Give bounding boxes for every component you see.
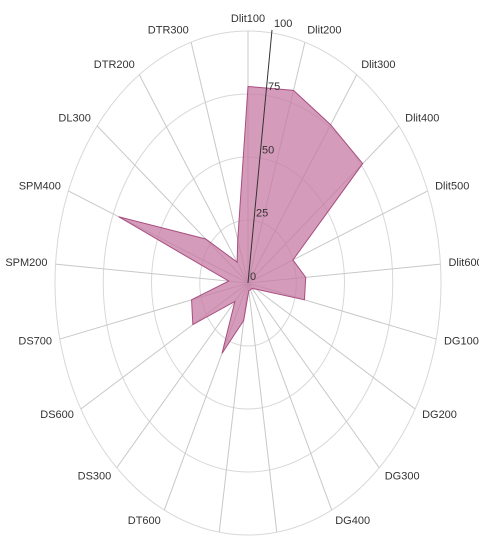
- category-label: DS700: [18, 336, 52, 348]
- category-label: DS600: [40, 409, 74, 421]
- spoke: [116, 282, 249, 469]
- category-label: Dlit100: [231, 13, 265, 25]
- spoke: [247, 282, 278, 533]
- category-label: Dlit300: [361, 59, 395, 71]
- scale-tick-label: 75: [268, 81, 280, 93]
- scale-tick-label: 0: [250, 271, 256, 283]
- spoke: [55, 263, 249, 284]
- scale-tick-label: 50: [262, 144, 274, 156]
- spoke: [138, 74, 249, 284]
- category-label: Dlit500: [435, 180, 469, 192]
- spoke: [218, 282, 249, 533]
- category-label: SPM200: [5, 257, 47, 269]
- category-label: DT600: [128, 515, 161, 527]
- scale-tick-label: 100: [274, 18, 292, 30]
- category-label: SPM400: [19, 180, 61, 192]
- spoke: [247, 282, 416, 410]
- category-label: Dlit600: [448, 257, 479, 269]
- category-label: DG400: [335, 515, 370, 527]
- data-area: [118, 85, 364, 354]
- category-label: DG100: [444, 336, 479, 348]
- category-label: DL300: [58, 112, 90, 124]
- scale-tick-label: 25: [256, 208, 268, 220]
- category-label: Dlit400: [405, 112, 439, 124]
- category-label: DTR300: [148, 25, 189, 37]
- category-label: DG300: [385, 470, 420, 482]
- category-label: DS300: [78, 470, 112, 482]
- category-label: Dlit200: [307, 25, 341, 37]
- category-label: DTR200: [94, 59, 135, 71]
- scale-axis: [247, 29, 273, 284]
- spoke: [247, 282, 333, 511]
- category-label: DG200: [422, 409, 457, 421]
- spoke: [247, 282, 380, 469]
